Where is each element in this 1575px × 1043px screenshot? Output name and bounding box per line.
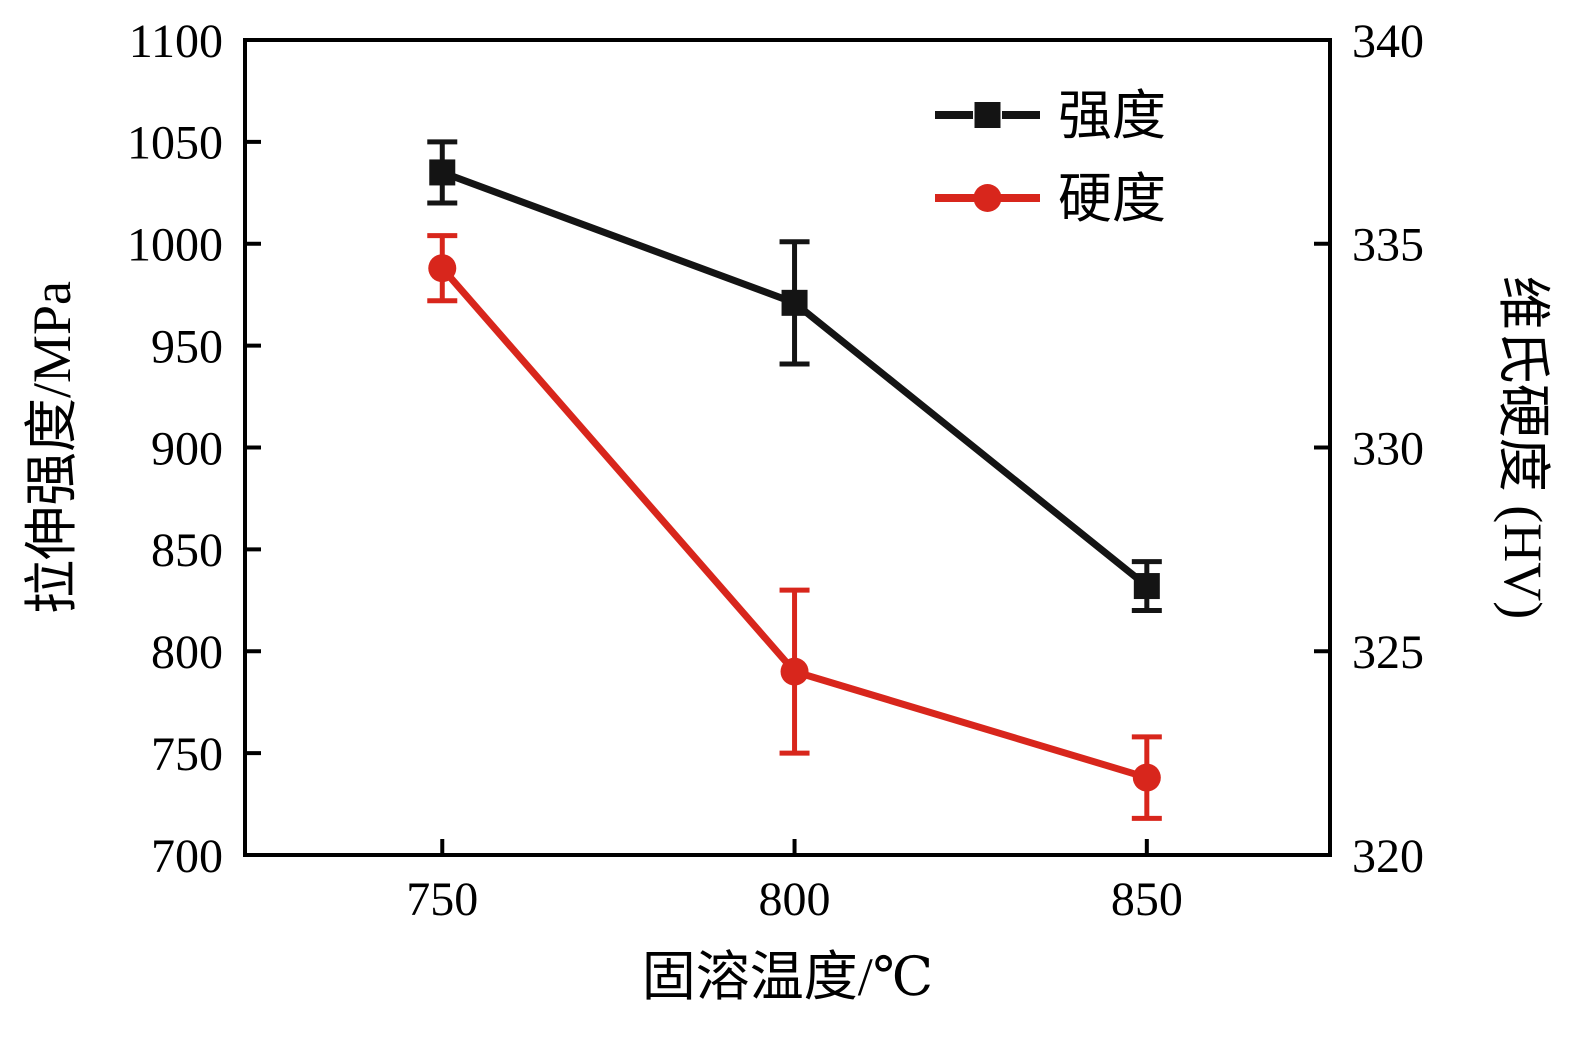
marker-square	[781, 289, 808, 316]
y-left-tick-label: 750	[151, 728, 223, 781]
y-left-axis-title: 拉伸强度/MPa	[22, 281, 82, 614]
legend-label: 强度	[1058, 86, 1166, 146]
y-right-tick-label: 325	[1352, 626, 1424, 679]
y-left-tick-label: 950	[151, 320, 223, 373]
marker-circle	[1132, 763, 1161, 792]
legend-marker-square	[974, 102, 1001, 128]
legend-marker-circle	[973, 184, 1002, 212]
marker-square	[429, 159, 456, 186]
y-left-tick-label: 1050	[127, 117, 223, 170]
y-left-tick-label: 900	[151, 422, 223, 475]
marker-circle	[780, 657, 809, 686]
y-right-tick-label: 340	[1352, 15, 1424, 68]
data-line-强度	[438, 168, 1151, 590]
y-right-axis-title: 维氏硬度 (HV)	[1493, 276, 1553, 619]
x-tick-label: 750	[406, 873, 478, 926]
legend-label: 硬度	[1058, 169, 1166, 229]
y-left-tick-label: 700	[151, 830, 223, 883]
marker-square	[1133, 573, 1160, 600]
y-right-tick-label: 320	[1352, 830, 1424, 883]
y-right-tick-label: 330	[1352, 422, 1424, 475]
marker-circle	[428, 254, 457, 283]
y-left-tick-label: 1000	[127, 219, 223, 272]
plot-frame	[243, 38, 1332, 857]
y-left-tick-label: 850	[151, 524, 223, 577]
x-axis-title: 固溶温度/℃	[642, 947, 933, 1007]
y-left-tick-label: 1100	[129, 15, 223, 68]
x-tick-label: 850	[1111, 873, 1183, 926]
y-left-tick-label: 800	[151, 626, 223, 679]
x-tick-label: 800	[759, 873, 831, 926]
y-right-tick-label: 335	[1352, 219, 1424, 272]
